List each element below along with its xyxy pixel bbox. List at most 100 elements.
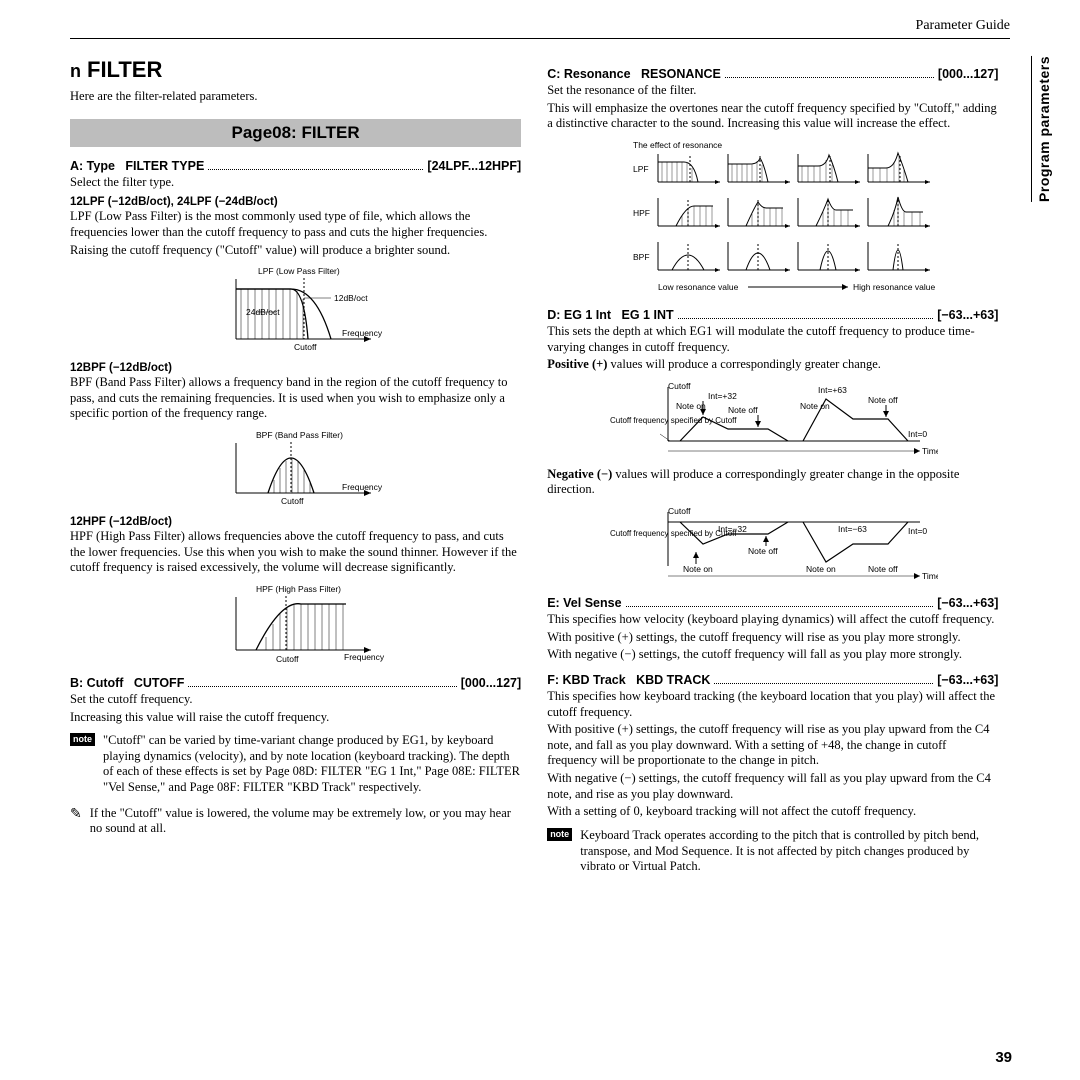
param-d-p3: Negative (−) values will produce a corre… [547, 467, 998, 498]
lpf-diagram: LPF (Low Pass Filter) 12dB/oct 24dB/oct … [196, 264, 396, 354]
svg-text:The effect of resonance: The effect of resonance [633, 140, 722, 150]
warn-cutoff-text: If the "Cutoff" value is lowered, the vo… [90, 806, 521, 837]
eg-pos-diagram: Cutoff Time Int=+32 Note on Note off Int… [608, 379, 938, 459]
param-e-range: [−63...+63] [937, 596, 998, 610]
section-marker: n [70, 61, 81, 81]
svg-text:Frequency: Frequency [344, 652, 385, 662]
note-icon: note [70, 733, 95, 746]
param-f-row: F: KBD Track KBD TRACK [−63...+63] [547, 673, 998, 687]
svg-text:BPF (Band Pass Filter): BPF (Band Pass Filter) [256, 430, 343, 440]
svg-text:Int=0: Int=0 [908, 526, 927, 536]
param-d-name: EG 1 INT [622, 308, 674, 322]
hpf-head: 12HPF (−12dB/oct) [70, 516, 521, 528]
param-b-name: CUTOFF [134, 676, 184, 690]
svg-text:Note off: Note off [748, 546, 778, 556]
param-d-row: D: EG 1 Int EG 1 INT [−63...+63] [547, 308, 998, 322]
param-c-row: C: Resonance RESONANCE [000...127] [547, 67, 998, 81]
svg-text:Note on: Note on [806, 564, 836, 574]
param-d-p1: This sets the depth at which EG1 will mo… [547, 324, 998, 355]
svg-text:Int=+63: Int=+63 [818, 385, 847, 395]
svg-text:Cutoff: Cutoff [668, 506, 691, 516]
svg-text:Note off: Note off [728, 405, 758, 415]
hpf-diagram: HPF (High Pass Filter) Frequency Cutoff [196, 582, 396, 666]
bpf-p: BPF (Band Pass Filter) allows a frequenc… [70, 375, 521, 422]
param-d-label: D: EG 1 Int [547, 308, 611, 322]
param-e-label: E: Vel Sense [547, 596, 621, 610]
left-column: n FILTER Here are the filter-related para… [70, 57, 521, 877]
page-banner: Page08: FILTER [70, 119, 521, 147]
param-a-p1: Select the filter type. [70, 175, 521, 191]
svg-text:Note off: Note off [868, 395, 898, 405]
param-a-label: A: Type [70, 159, 115, 173]
svg-text:Time: Time [922, 571, 938, 581]
param-e-p1: This specifies how velocity (keyboard pl… [547, 612, 998, 628]
side-tab: Program parameters [1031, 56, 1052, 202]
svg-text:Time: Time [922, 446, 938, 456]
svg-text:Cutoff: Cutoff [294, 342, 317, 352]
note-icon: note [547, 828, 572, 841]
svg-text:BPF: BPF [633, 252, 650, 262]
param-f-p3: With negative (−) settings, the cutoff f… [547, 771, 998, 802]
param-c-p2: This will emphasize the overtones near t… [547, 101, 998, 132]
lpf-head: 12LPF (−12dB/oct), 24LPF (−24dB/oct) [70, 196, 521, 208]
param-f-p2: With positive (+) settings, the cutoff f… [547, 722, 998, 769]
svg-text:Cutoff: Cutoff [281, 496, 304, 506]
note-cutoff-text: "Cutoff" can be varied by time-variant c… [103, 733, 521, 796]
param-b-row: B: Cutoff CUTOFF [000...127] [70, 676, 521, 690]
note-cutoff: note "Cutoff" can be varied by time-vari… [70, 733, 521, 798]
param-b-p1: Set the cutoff frequency. [70, 692, 521, 708]
pencil-icon: ✎ [70, 806, 82, 839]
param-f-p1: This specifies how keyboard tracking (th… [547, 689, 998, 720]
svg-text:Low resonance value: Low resonance value [658, 282, 739, 292]
note-kbd: note Keyboard Track operates according t… [547, 828, 998, 877]
svg-text:Frequency: Frequency [342, 482, 383, 492]
param-c-label: C: Resonance [547, 67, 630, 81]
param-d-p2: Positive (+) values will produce a corre… [547, 357, 998, 373]
lpf-p2: Raising the cutoff frequency ("Cutoff" v… [70, 243, 521, 259]
page-header: Parameter Guide [70, 18, 1010, 39]
bpf-head: 12BPF (−12dB/oct) [70, 362, 521, 374]
param-a-row: A: Type FILTER TYPE [24LPF...12HPF] [70, 159, 521, 173]
eg-neg-diagram: Cutoff Time Int=−32 Int=−63 Int=0 Note o… [608, 504, 938, 586]
param-c-p1: Set the resonance of the filter. [547, 83, 998, 99]
param-e-p2: With positive (+) settings, the cutoff f… [547, 630, 998, 646]
section-title: n FILTER [70, 57, 521, 83]
svg-text:Cutoff: Cutoff [668, 381, 691, 391]
svg-text:LPF: LPF [633, 164, 649, 174]
param-f-label: F: KBD Track [547, 673, 626, 687]
svg-text:Frequency: Frequency [342, 328, 383, 338]
right-column: C: Resonance RESONANCE [000...127] Set t… [547, 57, 998, 877]
warn-cutoff: ✎ If the "Cutoff" value is lowered, the … [70, 806, 521, 839]
section-intro: Here are the filter-related parameters. [70, 89, 521, 105]
svg-text:Cutoff: Cutoff [276, 654, 299, 664]
param-c-range: [000...127] [938, 67, 998, 81]
svg-text:Int=+32: Int=+32 [708, 391, 737, 401]
svg-text:24dB/oct: 24dB/oct [246, 307, 280, 317]
svg-text:Cutoff frequency specified by: Cutoff frequency specified by Cutoff [610, 529, 737, 538]
param-b-range: [000...127] [461, 676, 521, 690]
svg-text:Note off: Note off [868, 564, 898, 574]
svg-text:Note on: Note on [683, 564, 713, 574]
page-number: 39 [995, 1049, 1012, 1066]
note-kbd-text: Keyboard Track operates according to the… [580, 828, 998, 875]
section-title-text: FILTER [87, 57, 162, 82]
bpf-diagram: BPF (Band Pass Filter) Frequency Cutoff [196, 428, 396, 508]
param-d-range: [−63...+63] [937, 308, 998, 322]
svg-text:Int=−63: Int=−63 [838, 524, 867, 534]
svg-text:LPF (Low Pass Filter): LPF (Low Pass Filter) [258, 266, 340, 276]
svg-text:Note on: Note on [676, 401, 706, 411]
param-a-range: [24LPF...12HPF] [427, 159, 521, 173]
svg-text:HPF (High Pass Filter): HPF (High Pass Filter) [256, 584, 341, 594]
svg-text:High resonance value: High resonance value [853, 282, 935, 292]
svg-text:12dB/oct: 12dB/oct [334, 293, 368, 303]
hpf-p: HPF (High Pass Filter) allows frequencie… [70, 529, 521, 576]
param-a-name: FILTER TYPE [125, 159, 204, 173]
param-b-label: B: Cutoff [70, 676, 123, 690]
param-e-row: E: Vel Sense [−63...+63] [547, 596, 998, 610]
svg-text:Int=0: Int=0 [908, 429, 927, 439]
param-e-p3: With negative (−) settings, the cutoff f… [547, 647, 998, 663]
param-f-name: KBD TRACK [636, 673, 710, 687]
svg-text:Note on: Note on [800, 401, 830, 411]
resonance-diagram: The effect of resonance LPF HPF BPF [603, 138, 943, 298]
header-guide: Parameter Guide [916, 18, 1010, 33]
